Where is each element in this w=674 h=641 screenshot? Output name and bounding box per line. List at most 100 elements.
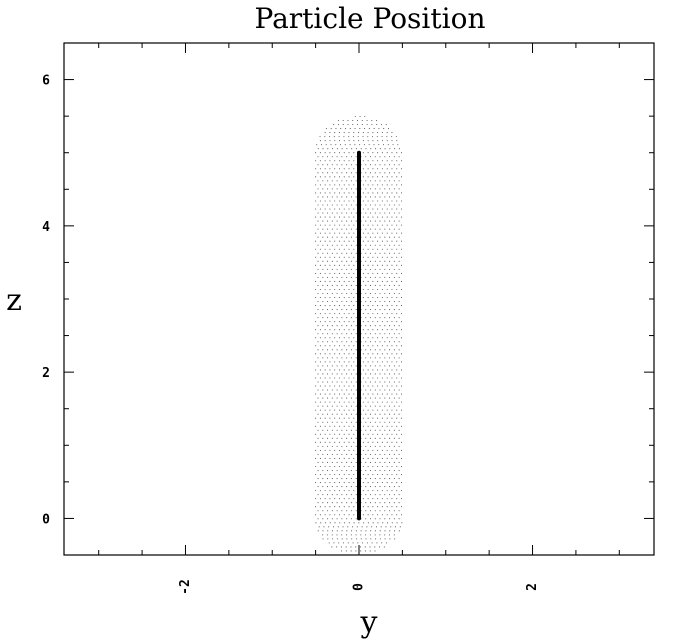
particle-point xyxy=(329,152,331,154)
particle-point xyxy=(317,381,319,383)
particle-point xyxy=(393,220,395,222)
particle-point xyxy=(341,284,343,287)
particle-point xyxy=(341,260,343,262)
particle-point xyxy=(329,288,331,291)
particle-point xyxy=(362,160,364,162)
particle-point xyxy=(329,361,331,363)
particle-point xyxy=(396,337,398,339)
particle-point xyxy=(338,305,341,307)
particle-point xyxy=(322,349,324,351)
particle-point xyxy=(377,272,379,274)
particle-point xyxy=(341,397,343,399)
particle-point xyxy=(319,192,321,194)
particle-point xyxy=(336,502,338,504)
particle-point xyxy=(328,526,330,528)
particle-point xyxy=(391,248,393,250)
particle-point xyxy=(381,140,384,142)
particle-point xyxy=(334,490,336,492)
particle-point xyxy=(317,413,319,415)
particle-point xyxy=(352,119,354,122)
particle-point xyxy=(327,341,329,343)
particle-point xyxy=(331,405,333,407)
particle-point xyxy=(334,353,336,355)
particle-point xyxy=(348,313,350,315)
particle-point xyxy=(365,405,367,407)
particle-point xyxy=(324,264,326,266)
particle-point xyxy=(348,288,350,291)
particle-point xyxy=(391,288,393,291)
particle-point xyxy=(355,445,357,447)
particle-point xyxy=(400,152,403,154)
particle-point xyxy=(324,337,326,339)
particle-point xyxy=(381,465,383,468)
particle-point xyxy=(336,317,338,319)
particle-point xyxy=(367,208,369,210)
particle-point xyxy=(384,212,386,214)
particle-point xyxy=(322,309,324,311)
particle-point xyxy=(355,494,357,496)
particle-point xyxy=(393,236,395,238)
particle-point xyxy=(331,284,333,287)
particle-point xyxy=(362,409,364,411)
particle-point xyxy=(334,417,336,419)
particle-point xyxy=(331,164,333,166)
particle-point xyxy=(315,208,317,210)
particle-point xyxy=(362,506,364,508)
particle-point xyxy=(338,441,341,443)
particle-point xyxy=(348,136,350,138)
particle-point xyxy=(324,506,326,508)
particle-point xyxy=(362,248,364,250)
particle-point xyxy=(386,168,388,170)
particle-point xyxy=(393,196,395,198)
particle-point xyxy=(377,457,379,460)
particle-point xyxy=(374,268,376,270)
particle-point xyxy=(396,498,398,500)
particle-point xyxy=(386,393,388,395)
particle-point xyxy=(393,164,395,166)
particle-point xyxy=(400,160,403,162)
particle-point xyxy=(396,473,398,476)
particle-point xyxy=(338,353,341,355)
particle-point xyxy=(324,409,326,411)
particle-point xyxy=(365,292,367,295)
particle-point xyxy=(326,534,328,536)
particle-point xyxy=(391,449,393,451)
particle-point xyxy=(324,441,326,443)
particle-point xyxy=(350,413,352,415)
x-axis-label: y xyxy=(360,605,378,640)
particle-point xyxy=(322,494,324,496)
particle-point xyxy=(315,457,317,460)
particle-point xyxy=(377,417,379,419)
particle-point xyxy=(369,204,372,206)
particle-point xyxy=(381,506,383,508)
particle-point xyxy=(398,325,400,327)
particle-point xyxy=(384,220,386,222)
particle-point xyxy=(365,284,367,287)
particle-point xyxy=(385,542,388,544)
particle-point xyxy=(319,361,321,363)
particle-point xyxy=(319,457,321,460)
particle-point xyxy=(381,417,383,419)
particle-point xyxy=(384,534,386,536)
particle-point xyxy=(346,292,348,295)
particle-point xyxy=(365,429,367,431)
particle-point xyxy=(386,288,388,291)
particle-point xyxy=(336,453,338,455)
particle-point xyxy=(343,498,345,500)
particle-point xyxy=(319,433,321,435)
particle-point xyxy=(391,473,393,476)
particle-point xyxy=(372,296,374,299)
particle-point xyxy=(338,152,341,154)
particle-point xyxy=(319,417,321,419)
particle-point xyxy=(374,421,376,423)
particle-point xyxy=(337,124,340,126)
particle-point xyxy=(322,461,324,464)
particle-point xyxy=(350,469,352,472)
particle-point xyxy=(398,212,400,214)
particle-point xyxy=(346,228,348,230)
particle-point xyxy=(360,538,362,540)
particle-point xyxy=(391,200,393,202)
particle-point xyxy=(389,389,391,391)
particle-point xyxy=(327,244,329,246)
particle-point xyxy=(320,144,323,146)
